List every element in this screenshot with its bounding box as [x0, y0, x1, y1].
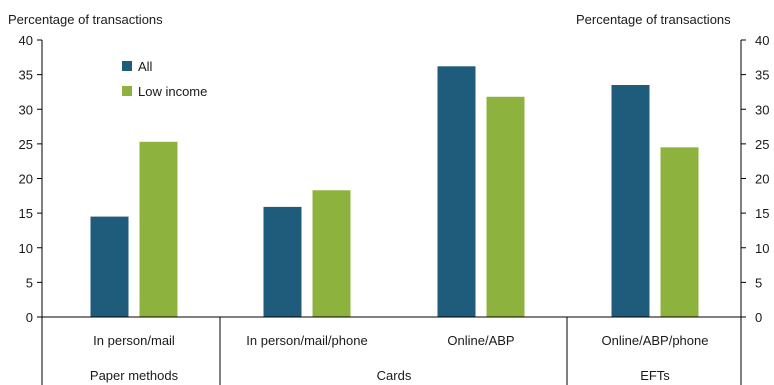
bar [486, 96, 525, 317]
category-label: In person/mail/phone [246, 333, 367, 348]
bar [139, 141, 178, 317]
right-axis-title: Percentage of transactions [576, 12, 731, 27]
right-tick-label: 40 [755, 33, 769, 48]
left-tick-label: 25 [19, 137, 33, 152]
bar [660, 147, 699, 317]
category-label: In person/mail [93, 333, 175, 348]
group-label: Paper methods [90, 368, 179, 383]
right-tick-label: 30 [755, 102, 769, 117]
bar [263, 206, 302, 317]
category-label: Online/ABP [447, 333, 514, 348]
legend: All Low income [122, 59, 207, 99]
group-label: EFTs [640, 368, 670, 383]
right-tick-label: 5 [755, 275, 762, 290]
left-tick-label: 20 [19, 172, 33, 187]
right-tick-label: 15 [755, 206, 769, 221]
left-tick-label: 0 [26, 310, 33, 325]
legend-label: Low income [138, 84, 207, 99]
axes [41, 40, 742, 385]
legend-swatch [122, 86, 132, 96]
legend-swatch [122, 61, 132, 71]
left-axis-title: Percentage of transactions [8, 12, 163, 27]
left-tick-label: 10 [19, 241, 33, 256]
left-tick-label: 5 [26, 275, 33, 290]
bar [312, 190, 351, 317]
category-labels: In person/mail In person/mail/phone Online… [93, 333, 708, 348]
left-tick-label: 15 [19, 206, 33, 221]
legend-label: All [138, 59, 153, 74]
left-tick-label: 35 [19, 68, 33, 83]
right-tick-label: 25 [755, 137, 769, 152]
left-tick-label: 40 [19, 33, 33, 48]
bar [90, 216, 129, 317]
bar [437, 66, 476, 317]
right-tick-label: 0 [755, 310, 762, 325]
category-label: Online/ABP/phone [602, 333, 709, 348]
bar [611, 85, 650, 317]
right-tick-label: 10 [755, 241, 769, 256]
right-tick-label: 20 [755, 172, 769, 187]
right-axis-ticks: 0 5 10 15 20 25 30 35 40 [741, 33, 769, 325]
group-labels: Paper methods Cards EFTs [90, 368, 670, 383]
left-axis-ticks: 0 5 10 15 20 25 30 35 40 [19, 33, 42, 325]
bars [90, 66, 699, 317]
left-tick-label: 30 [19, 102, 33, 117]
right-tick-label: 35 [755, 68, 769, 83]
group-label: Cards [377, 368, 412, 383]
